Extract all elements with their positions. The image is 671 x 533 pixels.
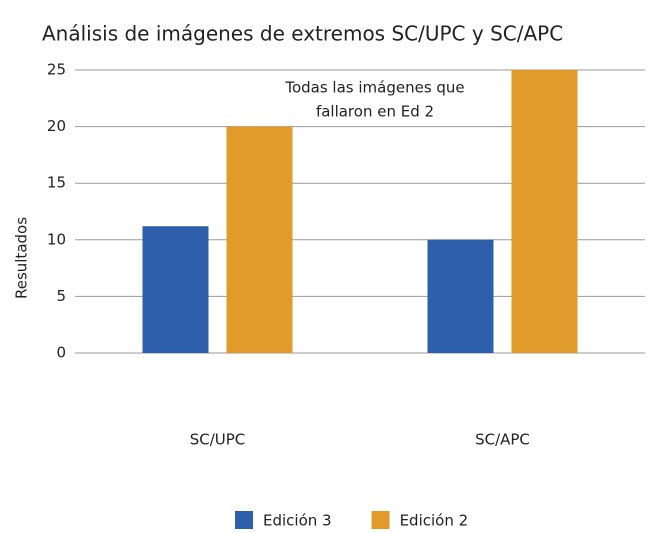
y-tick-label: 0	[56, 344, 66, 362]
bar	[142, 226, 209, 353]
x-tick-label: SC/UPC	[190, 431, 246, 449]
y-tick-label: 15	[47, 174, 66, 192]
x-tick-label: SC/APC	[475, 431, 530, 449]
annotation: Todas las imágenes que	[284, 79, 464, 97]
y-tick-label: 20	[47, 117, 66, 135]
y-tick-label: 5	[56, 287, 66, 305]
y-tick-label: 25	[47, 61, 66, 79]
bar	[226, 126, 293, 353]
annotation: fallaron en Ed 2	[316, 103, 434, 121]
bar	[427, 239, 494, 353]
legend-label: Edición 2	[400, 512, 469, 530]
bar	[511, 70, 578, 353]
chart-title: Análisis de imágenes de extremos SC/UPC …	[42, 22, 563, 46]
legend-swatch	[235, 511, 253, 529]
legend-label: Edición 3	[263, 512, 332, 530]
y-axis-label: Resultados	[13, 217, 31, 299]
y-tick-label: 10	[47, 230, 66, 248]
legend-swatch	[371, 511, 390, 529]
